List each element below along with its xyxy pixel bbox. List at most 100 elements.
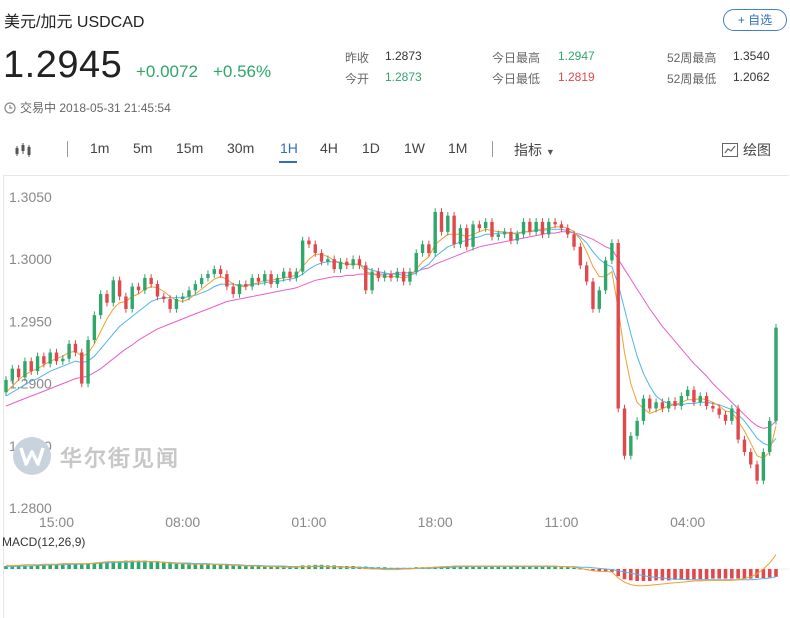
candle-body xyxy=(29,361,33,372)
macd-histogram-bar xyxy=(269,566,273,569)
candlestick-type-icon[interactable] xyxy=(14,142,34,158)
prev-close-value: 1.2873 xyxy=(385,49,422,63)
candle-body xyxy=(629,435,633,456)
macd-histogram-bar xyxy=(143,560,147,569)
candle-body xyxy=(187,290,191,297)
watermark-text: 华尔街见闻 xyxy=(60,446,181,472)
macd-histogram-bar xyxy=(458,566,463,569)
candle-body xyxy=(528,221,532,232)
interval-15m[interactable]: 15m xyxy=(176,140,204,156)
macd-histogram-bar xyxy=(490,566,494,569)
macd-histogram-bar xyxy=(546,566,551,569)
candle-body xyxy=(250,277,254,287)
macd-histogram-bar xyxy=(515,566,520,569)
interval-1mo[interactable]: 1M xyxy=(448,140,468,156)
candle-body xyxy=(591,281,595,309)
candle-body xyxy=(547,221,551,235)
ma-fast-line xyxy=(5,226,777,459)
macd-histogram-bar xyxy=(471,566,475,569)
candle-body xyxy=(16,368,21,378)
macd-histogram-bar xyxy=(521,566,526,569)
candle-body xyxy=(319,252,324,262)
macd-histogram-bar xyxy=(711,569,715,579)
candle-body xyxy=(704,396,709,406)
interval-1d[interactable]: 1D xyxy=(362,140,380,156)
macd-histogram-bar xyxy=(98,562,103,569)
interval-4h[interactable]: 4H xyxy=(320,140,338,156)
day-high-label: 今日最高 xyxy=(492,51,541,65)
interval-5m[interactable]: 5m xyxy=(133,140,153,156)
macd-histogram-bar xyxy=(736,569,740,579)
interval-1w[interactable]: 1W xyxy=(404,140,425,156)
toolbar-divider xyxy=(67,141,68,157)
macd-histogram-bar xyxy=(654,569,658,581)
candle-body xyxy=(256,277,261,282)
candle-body xyxy=(521,221,526,235)
candle-body xyxy=(61,358,65,362)
macd-histogram-bar xyxy=(704,569,709,580)
indicators-label: 指标 xyxy=(514,142,542,158)
candle-body xyxy=(420,244,425,253)
candle-body xyxy=(755,464,759,481)
candle-body xyxy=(767,420,772,453)
candle-body xyxy=(660,402,665,409)
macd-histogram-bar xyxy=(86,563,90,569)
open-value: 1.2873 xyxy=(385,70,422,84)
trading-status: 交易中 2018-05-31 21:45:54 xyxy=(4,99,171,116)
candle-body xyxy=(515,234,519,241)
macd-histogram-bar xyxy=(275,566,280,569)
candle-body xyxy=(376,271,381,278)
macd-histogram-bar xyxy=(92,563,97,569)
candle-body xyxy=(174,299,179,309)
candle-body xyxy=(616,243,620,409)
candle-body xyxy=(723,414,728,421)
candle-body xyxy=(553,221,557,225)
candle-body xyxy=(774,327,778,421)
candle-body xyxy=(307,240,311,245)
interval-1h[interactable]: 1H xyxy=(280,140,298,156)
candle-body xyxy=(648,398,652,409)
macd-histogram-bar xyxy=(660,569,665,581)
candle-body xyxy=(622,408,627,456)
add-to-watchlist-button[interactable]: + 自选 xyxy=(723,9,787,31)
candle-body xyxy=(509,231,513,241)
candle-body xyxy=(717,408,721,415)
candle-body xyxy=(225,274,229,287)
candle-body xyxy=(673,401,677,406)
candle-body xyxy=(181,296,185,300)
macd-histogram-bar xyxy=(496,566,501,569)
macd-histogram-bar xyxy=(761,569,766,578)
candle-body xyxy=(401,271,406,282)
macd-histogram-bar xyxy=(534,566,538,569)
macd-histogram-bar xyxy=(256,565,261,569)
interval-1m[interactable]: 1m xyxy=(90,140,110,156)
interval-30m[interactable]: 30m xyxy=(227,140,255,156)
macd-histogram-bar xyxy=(483,566,488,569)
macd-histogram-bar xyxy=(4,566,8,569)
candle-body xyxy=(736,408,740,440)
draw-button[interactable]: 绘图 xyxy=(722,140,771,160)
indicators-dropdown[interactable]: 指标 ▼ xyxy=(514,140,555,160)
candle-body xyxy=(117,280,122,297)
macd-histogram-bar xyxy=(42,564,46,569)
candle-body xyxy=(294,271,299,278)
toolbar-divider xyxy=(492,141,493,157)
macd-histogram-bar xyxy=(698,569,703,580)
candle-body xyxy=(698,396,702,403)
candle-body xyxy=(559,224,564,229)
macd-histogram-bar xyxy=(723,569,728,579)
macd-histogram-bar xyxy=(559,567,564,569)
clock-icon xyxy=(4,101,16,114)
candle-body xyxy=(136,286,141,291)
candle-body xyxy=(67,343,71,359)
candle-body xyxy=(578,246,583,266)
macd-histogram-bar xyxy=(647,569,652,581)
macd-histogram-bar xyxy=(565,567,570,569)
candle-body xyxy=(395,271,400,278)
macd-histogram-bar xyxy=(509,566,513,569)
macd-histogram-bar xyxy=(193,563,198,569)
candle-body xyxy=(597,290,601,309)
candle-body xyxy=(540,221,545,235)
macd-line xyxy=(6,554,777,587)
